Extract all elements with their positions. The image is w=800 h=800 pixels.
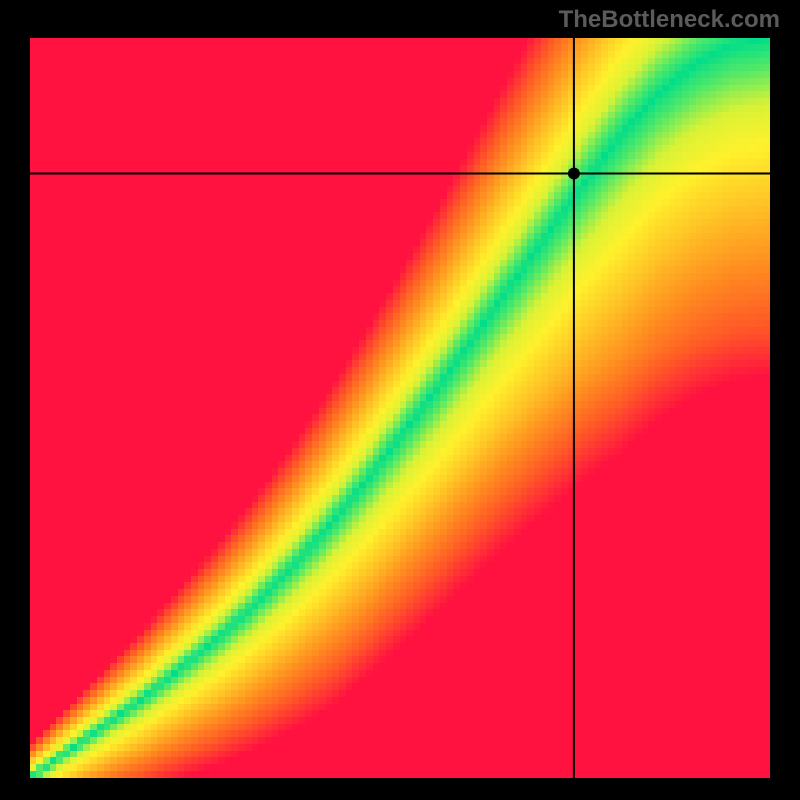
watermark-text: TheBottleneck.com (559, 6, 780, 34)
bottleneck-heatmap (30, 38, 770, 778)
